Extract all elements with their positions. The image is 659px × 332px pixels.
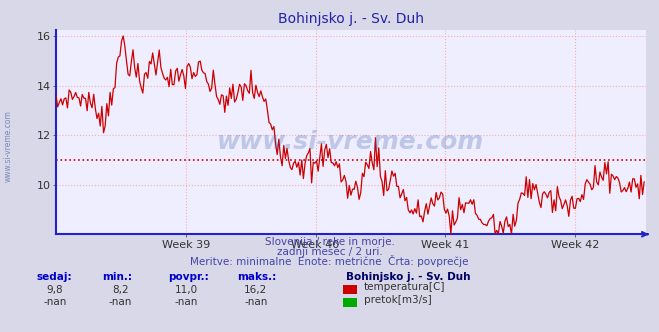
Text: pretok[m3/s]: pretok[m3/s] bbox=[364, 295, 432, 305]
Text: -nan: -nan bbox=[43, 297, 67, 307]
Text: www.si-vreme.com: www.si-vreme.com bbox=[4, 110, 13, 182]
Text: Bohinjsko j. - Sv. Duh: Bohinjsko j. - Sv. Duh bbox=[346, 272, 471, 282]
Text: 11,0: 11,0 bbox=[175, 285, 198, 295]
Text: www.si-vreme.com: www.si-vreme.com bbox=[217, 130, 484, 154]
Text: temperatura[C]: temperatura[C] bbox=[364, 283, 445, 292]
Text: 16,2: 16,2 bbox=[244, 285, 268, 295]
Text: min.:: min.: bbox=[102, 272, 132, 282]
Text: maks.:: maks.: bbox=[237, 272, 277, 282]
Text: -nan: -nan bbox=[109, 297, 132, 307]
Text: -nan: -nan bbox=[244, 297, 268, 307]
Text: Meritve: minimalne  Enote: metrične  Črta: povprečje: Meritve: minimalne Enote: metrične Črta:… bbox=[190, 255, 469, 267]
Text: 9,8: 9,8 bbox=[46, 285, 63, 295]
Text: sedaj:: sedaj: bbox=[36, 272, 72, 282]
Text: povpr.:: povpr.: bbox=[168, 272, 209, 282]
Text: Slovenija / reke in morje.: Slovenija / reke in morje. bbox=[264, 237, 395, 247]
Text: 8,2: 8,2 bbox=[112, 285, 129, 295]
Text: -nan: -nan bbox=[175, 297, 198, 307]
Title: Bohinjsko j. - Sv. Duh: Bohinjsko j. - Sv. Duh bbox=[278, 12, 424, 26]
Text: zadnji mesec / 2 uri.: zadnji mesec / 2 uri. bbox=[277, 247, 382, 257]
